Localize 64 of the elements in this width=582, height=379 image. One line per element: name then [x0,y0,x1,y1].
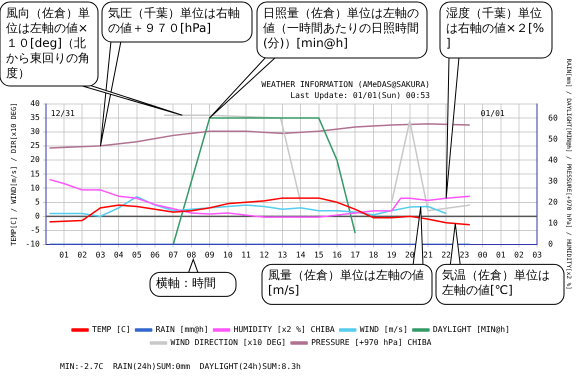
y2-tick-label: 60 [548,114,558,123]
x-tick-label: 13 [278,250,288,260]
x-tick-label: 23 [460,250,470,260]
y-tick-label: 35 [30,113,40,122]
y-tick-label: -5 [30,225,40,234]
x-tick-label: 04 [114,250,124,260]
x-tick-label: 01 [59,250,70,260]
legend-label: WIND [m/s] [360,325,408,334]
x-tick-label: 02 [514,250,524,260]
y2-tick-label: 20 [548,198,558,207]
annotation: 湿度（千葉）単位は右軸の値×２[%] [446,6,546,51]
x-tick-label: 11 [241,250,252,260]
x-tick-label: 05 [132,250,142,260]
text: 横軸：時間 [156,276,217,292]
text: MIN:-2.7C RAIN(24h)SUM:0mm DAYLIGHT(24h)SUM:8.3h [60,362,301,371]
chart-subtitle: Last Update: 01/01(Sun) 00:53 [289,91,430,100]
x-tick-label: 09 [204,250,215,260]
x-tick-label: 02 [77,250,88,260]
x-tick-label: 17 [350,250,360,260]
x-tick-label: 10 [223,250,233,260]
y-tick-label: 10 [30,183,40,192]
y-tick-label: 40 [30,99,40,108]
y-tick-label: 0 [35,211,40,220]
legend-label: PRESSURE [+970 hPa] CHIBA [311,338,432,348]
x-tick-label: 20 [404,250,415,260]
x-tick-label: 22 [441,250,452,260]
legend-label: WIND DIRECTION [x10 DEG] [170,338,286,348]
annotation: 12/31 [50,108,76,118]
legend-label: HUMIDITY [x2 %] CHIBA [234,325,335,334]
y-tick-label: 15 [30,169,40,178]
x-tick-label: 01 [496,250,506,260]
annotation: 風向（佐倉）単位は左軸の値×１０[deg]（北から東回りの角度） [6,6,91,81]
annotation: 風量（佐倉）単位は左軸の値[m/s] [268,268,425,298]
x-tick-label: 14 [296,250,306,260]
text: 日照量（佐倉）単位は左軸の値（一時間あたりの日照時間(分)）[min@h] [263,6,420,51]
legend-label: TEMP [C] [92,325,131,334]
x-tick-label: 18 [368,250,378,260]
y-tick-label: 20 [30,155,40,164]
x-tick-label: 12 [259,250,270,260]
x-tick-label: 03 [532,250,542,260]
y2-tick-label: 0 [548,239,554,248]
x-tick-label: 08 [186,250,196,260]
x-tick-label: 19 [386,250,397,260]
x-tick-label: 16 [332,250,342,260]
y2-tick-label: 10 [548,218,558,228]
x-tick-label: 15 [314,250,324,260]
annotation: 01/01 [480,108,505,118]
legend-label: RAIN [mm@h] [156,325,209,334]
x-tick-label: 03 [96,250,106,260]
y2-tick-label: 40 [548,156,558,165]
chart-title: WEATHER INFORMATION (AMeDAS@SAKURA) [260,80,430,89]
y-tick-label: 30 [30,127,40,136]
annotation: 気圧（千葉）単位は右軸の値＋９７０[hPa] [108,6,241,36]
legend-label: DAYLIGHT [MIN@h] [432,325,510,334]
x-tick-label: 07 [168,250,178,260]
y2-tick-label: 30 [548,176,558,186]
x-tick-label: 06 [150,250,160,260]
y-tick-label: 5 [35,197,40,206]
y-tick-label: 25 [30,141,40,150]
y2-tick-label: 50 [548,134,558,144]
x-tick-label: 00 [478,250,488,260]
y-tick-label: -10 [25,239,40,248]
annotation: 気温（佐倉）単位は左軸の値[℃] [442,268,551,298]
x-tick-label: 21 [423,250,433,260]
